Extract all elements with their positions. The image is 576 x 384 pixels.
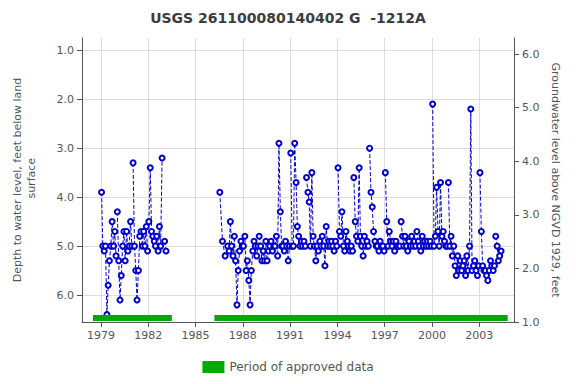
svg-text:surface: surface bbox=[25, 158, 38, 202]
svg-text:1997: 1997 bbox=[371, 329, 399, 342]
svg-text:2.0: 2.0 bbox=[57, 93, 75, 106]
svg-text:2.0: 2.0 bbox=[522, 262, 540, 275]
svg-text:2000: 2000 bbox=[418, 329, 446, 342]
svg-text:1994: 1994 bbox=[323, 329, 351, 342]
svg-text:1991: 1991 bbox=[276, 329, 304, 342]
svg-text:4.0: 4.0 bbox=[522, 155, 540, 168]
svg-text:USGS 261100080140402 G -1212A: USGS 261100080140402 G -1212A bbox=[150, 10, 426, 26]
svg-text:6.0: 6.0 bbox=[57, 289, 75, 302]
svg-text:2003: 2003 bbox=[465, 329, 493, 342]
svg-text:Groundwater level above NGVD 1: Groundwater level above NGVD 1929, feet bbox=[549, 62, 562, 298]
svg-text:1988: 1988 bbox=[229, 329, 257, 342]
svg-text:5.0: 5.0 bbox=[57, 240, 75, 253]
svg-text:4.0: 4.0 bbox=[57, 191, 75, 204]
svg-text:1985: 1985 bbox=[182, 329, 210, 342]
svg-text:3.0: 3.0 bbox=[522, 208, 540, 221]
svg-text:5.0: 5.0 bbox=[522, 101, 540, 114]
svg-text:1979: 1979 bbox=[87, 329, 115, 342]
svg-text:1982: 1982 bbox=[134, 329, 162, 342]
svg-text:Period of approved data: Period of approved data bbox=[229, 360, 373, 374]
svg-text:Depth to water level, feet bel: Depth to water level, feet below land bbox=[11, 78, 24, 283]
svg-text:3.0: 3.0 bbox=[57, 142, 75, 155]
svg-text:1.0: 1.0 bbox=[522, 316, 540, 329]
svg-text:6.0: 6.0 bbox=[522, 48, 540, 61]
svg-text:1.0: 1.0 bbox=[57, 44, 75, 57]
